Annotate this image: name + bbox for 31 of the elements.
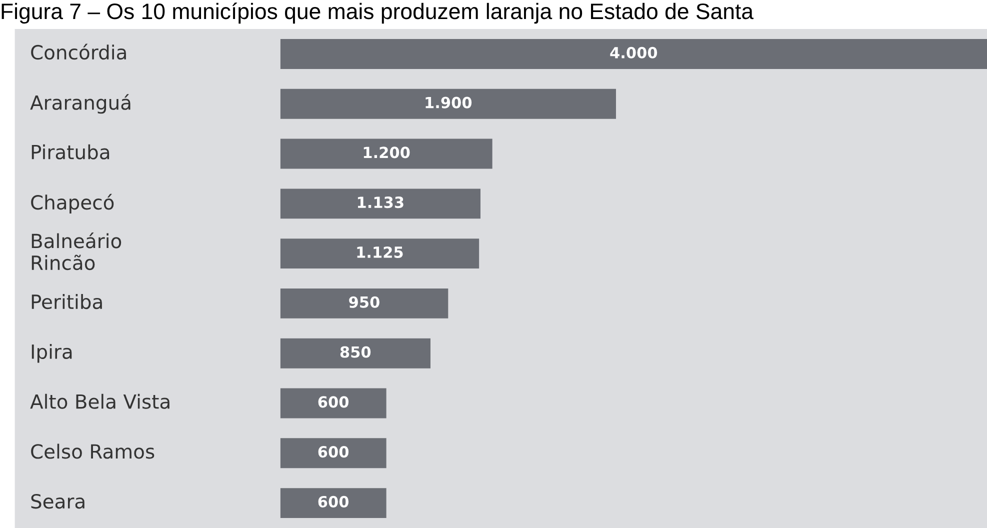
- data-label: 850: [340, 346, 371, 358]
- y-tick-label: Balneário Rincão: [32, 232, 122, 270]
- data-label: 600: [318, 396, 349, 408]
- bar: [280, 338, 430, 368]
- data-label: 4.000: [610, 46, 658, 58]
- y-tick-label: Alto Bela Vista: [30, 394, 170, 409]
- data-label: 1.133: [358, 196, 404, 208]
- y-tick-label: Celso Ramos: [31, 444, 154, 459]
- y-tick-label: Araranguá: [30, 94, 130, 114]
- data-label: 950: [349, 296, 380, 308]
- bar: [280, 488, 386, 518]
- y-tick-label: Concórdia: [31, 44, 126, 60]
- bar: [280, 39, 987, 69]
- y-tick-label: Piratuba: [32, 144, 110, 160]
- y-tick-label: Peritiba: [32, 294, 102, 310]
- bar: [280, 88, 616, 119]
- chart-title: Figura 7 – Os 10 municípios que mais produzem laranja no Estado de Santa: [2, 2, 754, 24]
- data-label: 1.900: [426, 96, 472, 108]
- bar: [280, 238, 480, 269]
- bar: [280, 188, 480, 219]
- bar: [280, 388, 386, 418]
- data-label: 1.200: [364, 146, 410, 158]
- bar: [280, 438, 386, 468]
- y-tick-label: Ipira: [32, 344, 72, 363]
- data-label: 1.125: [357, 246, 403, 258]
- y-tick-label: Seara: [31, 494, 84, 509]
- data-label: 600: [318, 496, 349, 508]
- y-tick-label: Chapecó: [31, 194, 114, 214]
- data-label: 600: [318, 446, 349, 458]
- bar: [280, 138, 492, 169]
- bar: [280, 288, 448, 318]
